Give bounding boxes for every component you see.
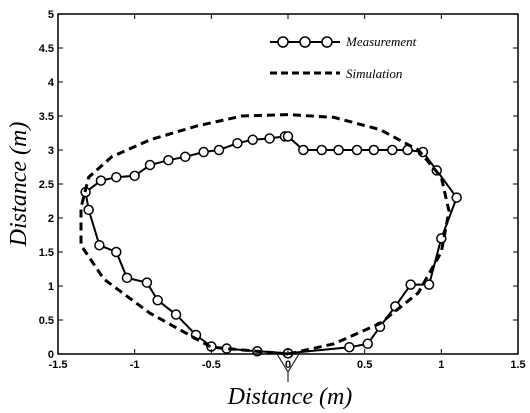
data-point-measurement xyxy=(111,246,122,258)
x-tick-label: -1.5 xyxy=(49,359,68,371)
legend: Measurement Simulation xyxy=(270,34,417,81)
data-point-measurement xyxy=(333,144,344,156)
data-point-measurement xyxy=(298,144,309,156)
data-point-measurement xyxy=(362,338,373,350)
data-point-measurement xyxy=(129,170,140,182)
data-point-measurement xyxy=(83,204,94,216)
x-tick-label: -1 xyxy=(130,359,140,371)
y-tick-label: 2 xyxy=(48,213,54,225)
y-tick-label: 2.5 xyxy=(39,179,54,191)
y-tick-label: 3 xyxy=(48,145,54,157)
series-line-simulation xyxy=(79,113,451,356)
plot-frame xyxy=(57,13,519,355)
data-point-measurement xyxy=(368,144,380,156)
data-point-measurement xyxy=(94,239,105,251)
data-point-measurement xyxy=(387,144,398,156)
series-line-measurement xyxy=(84,135,458,355)
legend-label-simulation: Simulation xyxy=(346,66,402,81)
y-tick-label: 3.5 xyxy=(39,111,54,123)
y-tick-label: 5 xyxy=(48,9,54,21)
data-point-measurement xyxy=(282,131,294,142)
data-point-measurement xyxy=(141,277,153,288)
x-tick-label: -0.5 xyxy=(202,359,221,371)
legend-marker-measurement xyxy=(299,36,311,48)
y-tick-label: 1.5 xyxy=(39,247,54,259)
y-tick-label: 0 xyxy=(48,349,54,361)
data-point-measurement xyxy=(213,144,225,156)
plot-area xyxy=(79,113,462,359)
data-point-measurement xyxy=(152,295,163,306)
y-tick-label: 1 xyxy=(48,281,54,293)
data-point-measurement xyxy=(264,133,275,144)
legend-marker-measurement xyxy=(277,36,289,48)
y-tick-label: 0.5 xyxy=(39,315,54,327)
y-tick-label: 4 xyxy=(48,77,55,89)
data-point-measurement xyxy=(121,272,133,284)
data-point-measurement xyxy=(247,134,258,146)
x-tick-label: 1 xyxy=(438,359,444,371)
x-tick-label: 1.5 xyxy=(510,359,525,371)
axes: -1.5 -1 -0.5 0 0.5 1 1.5 0 0.5 1 1.5 2 2.5 3 3.5 4 4.5 5 xyxy=(39,9,526,382)
data-point-measurement xyxy=(144,159,156,171)
data-point-measurement xyxy=(198,146,209,158)
legend-label-measurement: Measurement xyxy=(345,34,417,49)
y-axis-title: Distance (m) xyxy=(6,122,32,248)
x-tick-label: 0 xyxy=(285,359,291,371)
data-point-measurement xyxy=(344,341,355,353)
legend-marker-measurement xyxy=(321,36,333,48)
data-point-measurement xyxy=(316,144,327,156)
data-point-measurement xyxy=(351,144,363,156)
data-point-measurement xyxy=(111,171,122,183)
data-point-measurement xyxy=(170,309,182,320)
data-point-measurement xyxy=(163,154,174,166)
y-tick-label: 4.5 xyxy=(39,43,54,55)
data-point-measurement xyxy=(451,192,462,203)
data-point-measurement xyxy=(95,175,107,186)
data-point-measurement xyxy=(232,137,243,149)
data-point-measurement xyxy=(180,151,191,163)
data-point-measurement xyxy=(405,279,416,290)
x-axis-title: Distance (m) xyxy=(227,384,353,410)
x-tick-label: 0.5 xyxy=(357,359,372,371)
